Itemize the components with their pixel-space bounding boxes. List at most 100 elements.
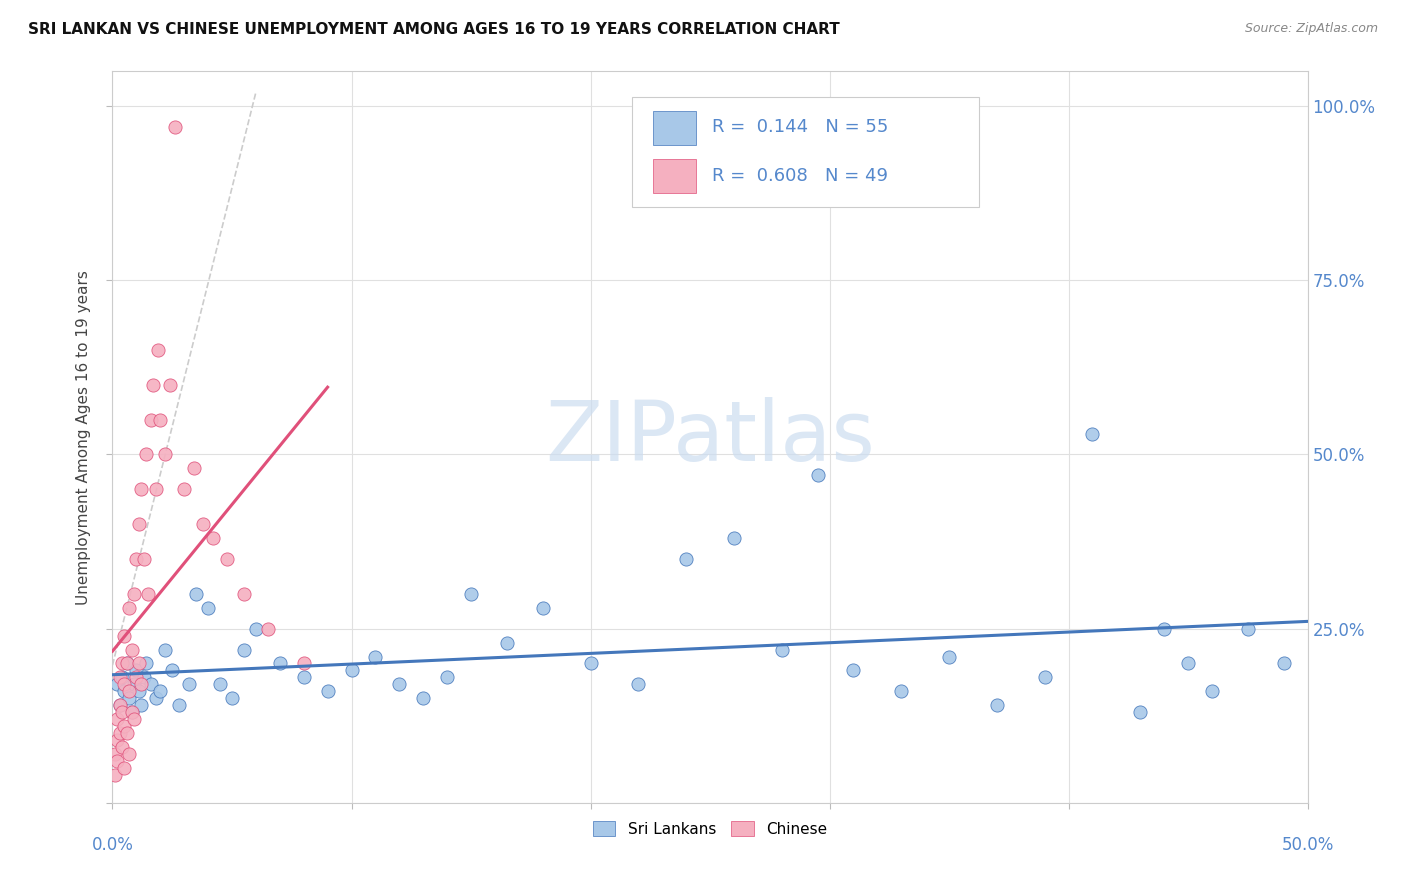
Point (388, 677, 411, 691)
Point (125, 552, 148, 566)
Point (105, 677, 128, 691)
Point (118, 684, 141, 698)
Point (128, 684, 150, 698)
Point (135, 657, 157, 671)
Point (177, 677, 200, 691)
Point (186, 587, 208, 601)
Point (108, 670, 131, 684)
Point (132, 552, 155, 566)
Point (201, 531, 224, 545)
Point (245, 622, 267, 636)
Point (122, 677, 145, 691)
Point (163, 120, 186, 134)
Point (128, 657, 150, 671)
Point (111, 705, 134, 719)
Point (146, 343, 169, 357)
Point (142, 377, 165, 392)
FancyBboxPatch shape (652, 111, 696, 145)
Point (364, 649, 387, 664)
Point (115, 657, 138, 671)
Point (292, 657, 315, 671)
Text: ZIPatlas: ZIPatlas (546, 397, 875, 477)
Point (496, 635, 519, 649)
Point (183, 461, 205, 475)
Legend: Sri Lankans, Chinese: Sri Lankans, Chinese (586, 814, 834, 843)
Point (153, 448, 176, 462)
Point (149, 684, 172, 698)
Point (145, 483, 167, 497)
Point (531, 600, 554, 615)
Point (108, 698, 131, 713)
Point (114, 684, 135, 698)
Point (125, 670, 148, 684)
Point (149, 412, 172, 426)
Point (1201, 684, 1223, 698)
Point (723, 531, 745, 545)
Point (938, 649, 960, 664)
Point (111, 670, 134, 684)
FancyBboxPatch shape (633, 97, 979, 207)
Point (111, 740, 134, 755)
Point (1081, 426, 1104, 441)
Point (412, 691, 434, 706)
Point (1272, 657, 1295, 671)
Point (986, 698, 1008, 713)
Point (118, 600, 141, 615)
Point (114, 677, 135, 691)
Point (138, 587, 160, 601)
Point (129, 483, 152, 497)
Text: R =  0.144   N = 55: R = 0.144 N = 55 (713, 119, 889, 136)
Y-axis label: Unemployment Among Ages 16 to 19 years: Unemployment Among Ages 16 to 19 years (76, 269, 91, 605)
Point (121, 705, 143, 719)
Point (125, 664, 148, 678)
Point (1153, 622, 1175, 636)
Point (257, 622, 280, 636)
Point (807, 468, 830, 483)
Point (108, 698, 131, 713)
Point (139, 412, 162, 426)
Point (104, 768, 127, 782)
Point (115, 657, 138, 671)
Point (436, 670, 458, 684)
Point (153, 642, 176, 657)
Point (159, 377, 181, 392)
Point (460, 587, 482, 601)
Point (128, 517, 150, 532)
Point (111, 657, 134, 671)
Point (118, 747, 141, 761)
Text: R =  0.608   N = 49: R = 0.608 N = 49 (713, 168, 889, 186)
Point (1129, 705, 1152, 719)
Point (209, 677, 232, 691)
Point (129, 698, 152, 713)
Point (627, 677, 650, 691)
Point (770, 642, 793, 657)
Text: 50.0%: 50.0% (1281, 836, 1334, 854)
Point (104, 747, 127, 761)
Point (316, 684, 339, 698)
Point (105, 754, 128, 768)
Point (269, 657, 291, 671)
Point (145, 691, 167, 706)
Point (1177, 657, 1199, 671)
Point (122, 712, 145, 726)
Point (1237, 622, 1260, 636)
Point (162, 664, 183, 678)
Point (114, 719, 135, 733)
Point (173, 483, 195, 497)
Point (193, 517, 215, 532)
Text: 0.0%: 0.0% (91, 836, 134, 854)
Point (197, 600, 219, 615)
Point (842, 664, 865, 678)
FancyBboxPatch shape (652, 159, 696, 193)
Point (217, 552, 239, 566)
Point (114, 761, 135, 775)
Point (1033, 670, 1056, 684)
Point (221, 691, 243, 706)
Point (340, 664, 363, 678)
Point (114, 629, 135, 643)
Point (132, 670, 155, 684)
Point (135, 448, 157, 462)
Text: SRI LANKAN VS CHINESE UNEMPLOYMENT AMONG AGES 16 TO 19 YEARS CORRELATION CHART: SRI LANKAN VS CHINESE UNEMPLOYMENT AMONG… (28, 22, 839, 37)
Text: Source: ZipAtlas.com: Source: ZipAtlas.com (1244, 22, 1378, 36)
Point (115, 726, 138, 740)
